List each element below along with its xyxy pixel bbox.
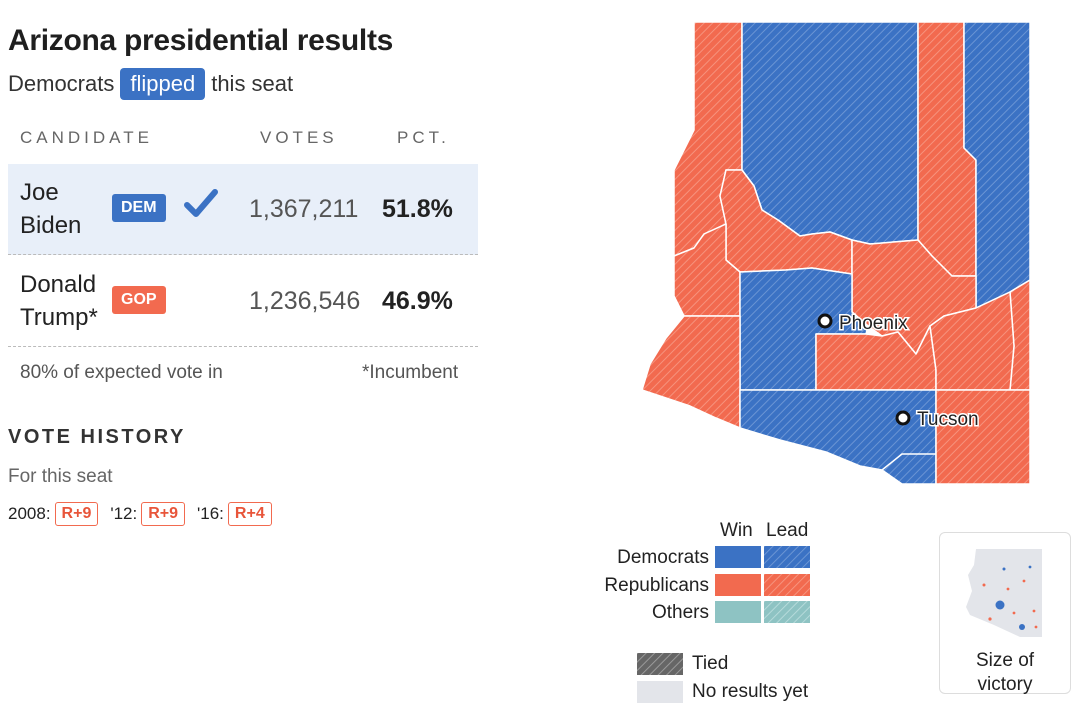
subtitle-suffix: this seat xyxy=(211,71,294,96)
arizona-county-map[interactable]: Phoenix Tucson xyxy=(630,20,1040,495)
legend-label-democrats: Democrats xyxy=(617,547,709,568)
city-label-phoenix: Phoenix xyxy=(839,313,908,334)
legend-header-lead: Lead xyxy=(766,520,809,541)
party-badge-dem: DEM xyxy=(112,194,166,222)
legend-swatch-other-lead xyxy=(764,601,810,623)
size-label-line1: Size of xyxy=(975,650,1035,671)
candidate-first-name: Donald xyxy=(20,271,97,298)
column-header-votes: VOTES xyxy=(260,128,338,147)
party-badge-gop: GOP xyxy=(112,286,166,314)
history-year: '16: xyxy=(197,504,224,523)
candidate-last-name: Biden xyxy=(20,212,82,239)
vote-history-title: VOTE HISTORY xyxy=(8,426,186,448)
result-subtitle: Democrats flipped this seat xyxy=(8,68,293,100)
legend-label-tied: Tied xyxy=(692,653,729,674)
size-of-victory-label: Size of victory xyxy=(940,649,1070,697)
size-of-victory-toggle[interactable]: Size of victory xyxy=(939,532,1071,697)
legend-header-win: Win xyxy=(720,520,753,541)
candidate-first-name: Joe xyxy=(20,179,59,206)
history-year: '12: xyxy=(110,504,138,523)
legend-swatch-rep-win xyxy=(715,574,761,596)
winner-check-icon xyxy=(184,189,218,217)
reporting-status: 80% of expected vote in xyxy=(20,362,223,383)
flipped-badge: flipped xyxy=(120,68,206,100)
history-margin-badge: R+9 xyxy=(54,502,99,526)
city-label-tucson: Tucson xyxy=(917,409,979,430)
subtitle-party: Democrats xyxy=(8,71,115,96)
legend-swatch-other-win xyxy=(715,601,761,623)
legend-swatch-dem-win xyxy=(715,546,761,568)
history-margin-badge: R+9 xyxy=(141,502,186,526)
legend-swatch-no-results xyxy=(637,681,683,703)
history-margin-badge: R+4 xyxy=(227,502,272,526)
legend-label-no-results: No results yet xyxy=(692,681,809,702)
incumbent-note: *Incumbent xyxy=(362,362,459,383)
candidate-last-name: Trump* xyxy=(20,304,98,331)
candidate-row-biden: Joe Biden DEM 1,367,211 51.8% xyxy=(8,164,478,255)
legend-swatch-rep-lead xyxy=(764,574,810,596)
size-map-thumbnail-icon xyxy=(966,549,1042,637)
county-graham[interactable] xyxy=(929,291,1015,391)
history-year: 2008: xyxy=(8,504,51,523)
legend-label-republicans: Republicans xyxy=(604,575,709,596)
page-title: Arizona presidential results xyxy=(8,24,394,57)
candidate-row-trump: Donald Trump* GOP 1,236,546 46.9% xyxy=(8,256,478,347)
candidate-pct: 51.8% xyxy=(382,195,453,223)
vote-history-list: 2008: R+9 '12: R+9 '16: R+4 xyxy=(8,502,284,526)
size-label-line2: victory xyxy=(977,674,1033,695)
legend-swatch-tied xyxy=(637,653,683,675)
candidate-votes: 1,367,211 xyxy=(249,195,359,223)
vote-history-subtitle: For this seat xyxy=(8,466,113,487)
tucson-marker-icon xyxy=(895,410,911,426)
county-yuma[interactable] xyxy=(641,315,741,429)
candidate-name: Donald Trump* xyxy=(20,268,98,334)
county-coconino[interactable] xyxy=(741,21,919,245)
legend-swatch-dem-lead xyxy=(764,546,810,568)
legend-label-others: Others xyxy=(651,602,709,623)
phoenix-marker-icon xyxy=(817,313,833,329)
candidate-name: Joe Biden xyxy=(20,176,81,242)
column-header-candidate: CANDIDATE xyxy=(20,128,153,147)
county-cochise[interactable] xyxy=(935,389,1031,485)
candidate-votes: 1,236,546 xyxy=(249,287,361,315)
candidate-pct: 46.9% xyxy=(382,287,453,315)
column-header-pct: PCT. xyxy=(397,128,450,147)
